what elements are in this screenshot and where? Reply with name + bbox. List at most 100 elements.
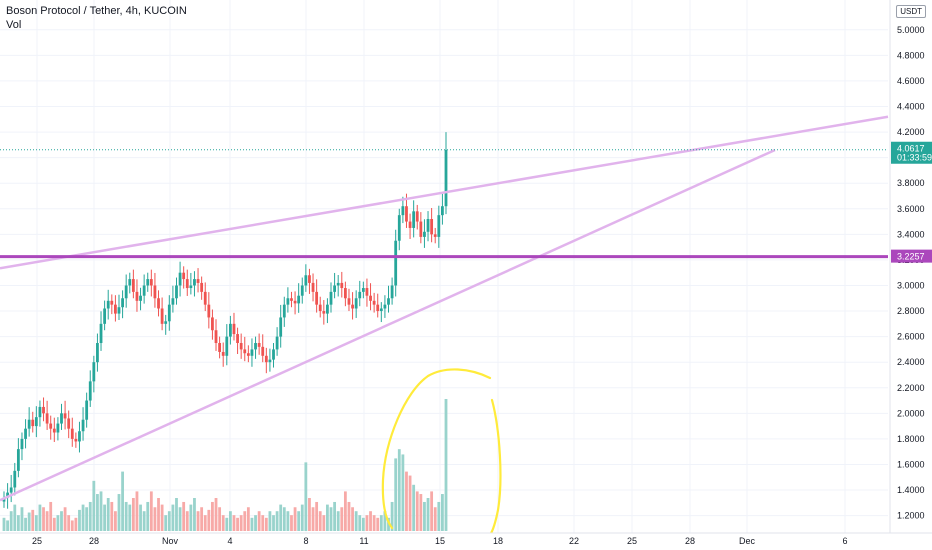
candle-body (329, 291, 333, 305)
volume-bar (42, 507, 45, 531)
candle-body (175, 285, 178, 299)
time-tick-label: 8 (303, 536, 308, 546)
candle-body (38, 406, 42, 418)
last-price-badge (891, 141, 932, 164)
volume-bar (63, 507, 67, 531)
candle-body (189, 285, 193, 289)
candle-body (343, 288, 347, 299)
candle-body (412, 211, 416, 228)
candle-body (135, 291, 139, 301)
volume-bar (74, 517, 78, 531)
candle-body (300, 285, 304, 296)
candle-body (6, 492, 9, 498)
last-price-value: 4.0617 (897, 144, 925, 154)
volume-bar (419, 494, 423, 531)
time-axis[interactable]: 25 28 Nov 4 8 11 15 18 22 25 28 Dec 6 (0, 532, 932, 550)
volume-bar (329, 507, 333, 531)
volume-bar (164, 515, 168, 531)
candle-body (81, 419, 85, 432)
price-tick-label: 2.2000 (897, 383, 925, 393)
volume-bar (243, 511, 247, 531)
candle-body (315, 291, 319, 305)
volume-bar (361, 517, 365, 531)
price-tick-label: 3.0000 (897, 280, 925, 290)
volume-bar (196, 511, 200, 531)
volume-bar (390, 501, 394, 531)
candle-body (415, 211, 419, 222)
volume-bar (228, 511, 232, 531)
candle-body (228, 323, 232, 337)
volume-bar (376, 517, 380, 531)
volume-bar (56, 515, 60, 531)
candle-body (49, 423, 53, 429)
countdown-timer: 01:33:59 (897, 153, 932, 163)
volume-bar (426, 498, 430, 531)
volume-bar (78, 509, 81, 531)
candle-body (113, 304, 117, 314)
volume-bar (218, 507, 222, 531)
candle-body (106, 300, 110, 309)
volume-bar (415, 491, 419, 531)
candle-body (207, 304, 211, 318)
candle-body (146, 279, 150, 286)
candle-body (326, 304, 329, 314)
volume-bar (444, 399, 448, 531)
drawings (0, 115, 889, 537)
volume-bar (171, 504, 175, 531)
volume-bar (167, 511, 171, 531)
candle-body (34, 417, 38, 427)
candle-body (117, 307, 121, 314)
volume-bar (275, 511, 279, 531)
symbol-title[interactable]: Boson Protocol / Tether, 4h, KUCOIN (6, 5, 187, 17)
volume-bar (290, 515, 293, 531)
candle-body (250, 349, 254, 356)
price-tick-label: 2.8000 (897, 306, 925, 316)
volume-bar (383, 511, 387, 531)
volume-bar (343, 491, 347, 531)
candle-body (70, 428, 74, 439)
volume-bar (264, 517, 268, 531)
volume-bar (124, 501, 128, 531)
time-tick-label: 15 (435, 536, 445, 546)
candle-body (196, 279, 200, 283)
volume-bar (257, 511, 261, 531)
volume-bar (153, 507, 157, 531)
volume-bar (160, 504, 164, 531)
volume-bar (268, 511, 272, 531)
volume-bar (52, 517, 56, 531)
candle-body (52, 428, 56, 433)
volume-bar (423, 501, 426, 531)
time-tick-label: 22 (569, 536, 579, 546)
volume-label[interactable]: Vol (6, 19, 22, 31)
candle-body (203, 291, 207, 305)
price-tick-label: 2.4000 (897, 357, 925, 367)
time-axis-background (0, 533, 932, 550)
volume-bar (214, 498, 218, 531)
volume-bar (347, 501, 351, 531)
volume-bar (185, 511, 189, 531)
volume-bar (34, 515, 38, 531)
time-tick-label: 25 (32, 536, 42, 546)
volume-bar (49, 501, 53, 531)
price-axis[interactable]: 5.00004.80004.60004.40004.20004.00003.80… (889, 0, 932, 533)
volume-bar (254, 515, 257, 531)
candle-body (20, 438, 24, 450)
price-tick-label: 3.6000 (897, 204, 925, 214)
candle-body (405, 206, 408, 222)
volume-bar (336, 511, 340, 531)
volume-bar (135, 491, 139, 531)
price-tick-label: 3.4000 (897, 229, 925, 239)
volume-bar (211, 501, 214, 531)
candle-body (142, 285, 146, 296)
candle-body (124, 285, 128, 299)
currency-unit-button[interactable]: USDT (896, 5, 926, 18)
candle-body (171, 298, 175, 305)
volume-bar (16, 515, 20, 531)
price-tick-label: 2.0000 (897, 408, 925, 418)
candle-body (239, 343, 243, 350)
candle-body (340, 282, 344, 289)
volume-bar (318, 511, 322, 531)
candle-body (225, 336, 229, 356)
candle-body (358, 291, 362, 299)
